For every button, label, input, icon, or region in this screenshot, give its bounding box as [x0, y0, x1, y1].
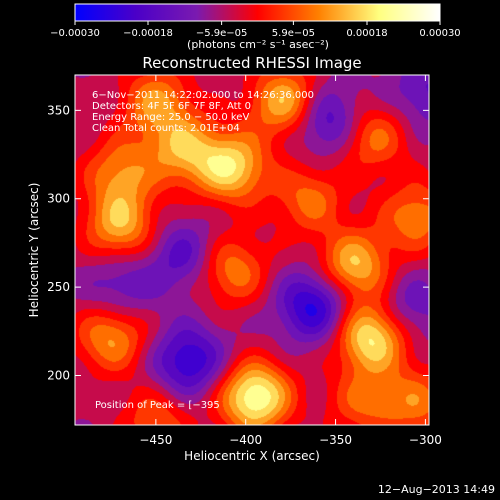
colorbar-ticks: −0.00030 −0.00018 −5.9e−05 5.9e−05 0.00018 0.… [50, 21, 461, 39]
x-tick-label: −450 [139, 433, 172, 447]
heatmap-image [75, 75, 429, 425]
x-axis-label: Heliocentric X (arcsec) [184, 449, 320, 463]
x-tick-label: −350 [319, 433, 352, 447]
footer-timestamp: 12−Aug−2013 14:49 [378, 483, 495, 496]
y-tick-label: 300 [47, 192, 70, 206]
colorbar-tick-label: 5.9e−05 [272, 28, 315, 39]
annotation-total-counts: Clean Total counts: 2.01E+04 [92, 123, 240, 134]
colorbar-tick-label: −0.00018 [123, 28, 173, 39]
y-tick-label: 350 [47, 103, 70, 117]
y-axis-label: Heliocentric Y (arcsec) [27, 183, 41, 318]
annotation-peak-position: Position of Peak = [−395 [95, 400, 220, 411]
x-tick-label: −300 [409, 433, 442, 447]
x-tick-label: −400 [229, 433, 262, 447]
y-axis: 200 250 300 350 [47, 103, 429, 383]
y-tick-label: 200 [47, 369, 70, 383]
annotation-time-range: 6−Nov−2011 14:22:02.000 to 14:26:36.000 [92, 90, 314, 101]
chart-title: Reconstructed RHESSI Image [142, 54, 361, 72]
colorbar-units: (photons cm⁻² s⁻¹ asec⁻²) [187, 38, 329, 51]
annotation-detectors: Detectors: 4F 5F 6F 7F 8F, Att 0 [92, 101, 251, 112]
colorbar-tick-label: −5.9e−05 [196, 28, 248, 39]
x-axis: −450 −400 −350 −300 [139, 75, 442, 447]
colorbar-tick-label: −0.00030 [50, 28, 100, 39]
plot-frame [74, 74, 430, 426]
colorbar-tick-label: 0.00018 [346, 28, 387, 39]
colorbar-tick-label: 0.00030 [419, 28, 460, 39]
colorbar [74, 3, 441, 22]
annotation-energy-range: Energy Range: 25.0 − 50.0 keV [92, 112, 249, 123]
y-tick-label: 250 [47, 280, 70, 294]
